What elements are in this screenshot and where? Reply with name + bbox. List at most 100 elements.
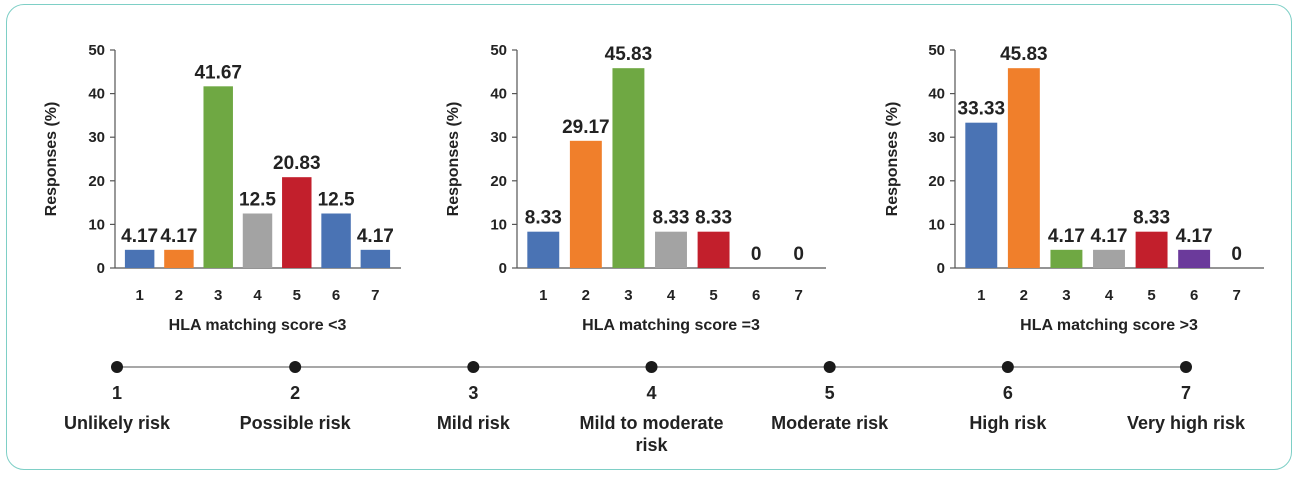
data-label: 20.83	[273, 153, 321, 174]
y-tick-label: 20	[490, 173, 507, 190]
bar	[282, 177, 312, 268]
data-label: 0	[1231, 244, 1242, 265]
data-label: 12.5	[318, 190, 355, 211]
y-tick-label: 40	[490, 86, 507, 103]
data-label: 4.17	[121, 226, 158, 247]
data-label: 8.33	[695, 208, 732, 229]
risk-scale-number: 6	[1003, 383, 1013, 403]
y-tick-label: 40	[88, 86, 105, 103]
risk-scale-dot	[1001, 361, 1014, 373]
bar	[321, 213, 351, 268]
y-tick-label: 10	[490, 216, 507, 233]
bar	[360, 249, 391, 268]
x-tick-label: 4	[253, 287, 262, 304]
bar	[569, 140, 602, 268]
bar	[1093, 249, 1125, 268]
risk-scale-label: Moderate risk	[771, 413, 889, 433]
x-tick-label: 1	[135, 287, 143, 304]
bar	[527, 231, 560, 268]
x-tick-label: 4	[667, 287, 676, 304]
y-tick-label: 50	[88, 42, 105, 59]
data-label: 41.67	[194, 62, 242, 83]
y-tick-label: 20	[928, 173, 945, 190]
x-tick-label: 6	[332, 287, 340, 304]
y-tick-label: 0	[499, 260, 507, 277]
data-label: 45.83	[1000, 44, 1048, 65]
bar	[124, 249, 155, 268]
bar	[164, 249, 194, 268]
risk-scale-dot	[823, 361, 836, 373]
risk-scale-label: Unlikely risk	[64, 413, 171, 433]
x-tick-label: 6	[752, 287, 760, 304]
y-tick-label: 0	[937, 260, 945, 277]
bar	[1007, 68, 1040, 268]
x-tick-label: 4	[1105, 287, 1114, 304]
risk-scale-label: risk	[635, 435, 668, 455]
risk-scale-number: 1	[112, 383, 122, 403]
x-tick-label: 3	[624, 287, 632, 304]
x-tick-label: 7	[1233, 287, 1241, 304]
risk-scale-number: 4	[646, 383, 656, 403]
data-label: 4.17	[1176, 226, 1213, 247]
y-tick-label: 20	[88, 173, 105, 190]
data-label: 4.17	[1091, 226, 1128, 247]
risk-scale-number: 3	[468, 383, 478, 403]
risk-scale-dot	[111, 361, 123, 373]
bar	[655, 231, 687, 268]
data-label: 8.33	[525, 208, 562, 229]
x-tick-label: 5	[1147, 287, 1155, 304]
x-axis-label: HLA matching score >3	[1020, 317, 1198, 334]
y-tick-label: 50	[928, 42, 945, 59]
bar	[203, 86, 233, 268]
data-label: 4.17	[160, 226, 197, 247]
x-tick-label: 1	[977, 287, 985, 304]
data-label: 4.17	[357, 226, 394, 247]
risk-scale-dot	[645, 361, 658, 373]
data-label: 45.83	[605, 44, 653, 65]
bar	[697, 231, 730, 268]
x-tick-label: 5	[293, 287, 301, 304]
y-axis-label: Responses (%)	[43, 102, 60, 217]
risk-scale-label: Very high risk	[1127, 413, 1246, 433]
risk-scale-label: Mild to moderate	[579, 413, 723, 433]
y-axis-label: Responses (%)	[445, 102, 462, 217]
data-label: 4.17	[1048, 226, 1085, 247]
y-tick-label: 40	[928, 86, 945, 103]
bar	[1178, 249, 1211, 268]
bar	[242, 213, 273, 268]
y-axis-label: Responses (%)	[884, 102, 901, 217]
x-tick-label: 6	[1190, 287, 1198, 304]
x-tick-label: 5	[709, 287, 717, 304]
y-tick-label: 0	[97, 260, 105, 277]
x-axis-label: HLA matching score <3	[169, 317, 347, 334]
x-tick-label: 1	[539, 287, 547, 304]
data-label: 12.5	[239, 190, 276, 211]
risk-scale-label: High risk	[969, 413, 1047, 433]
y-tick-label: 30	[88, 129, 105, 146]
y-tick-label: 30	[928, 129, 945, 146]
risk-scale-number: 7	[1181, 383, 1191, 403]
data-label: 8.33	[653, 208, 690, 229]
risk-scale-dot	[289, 361, 302, 373]
x-tick-label: 2	[1020, 287, 1028, 304]
data-label: 0	[751, 244, 762, 265]
data-label: 29.17	[562, 117, 610, 138]
x-tick-label: 7	[371, 287, 379, 304]
data-label: 33.33	[958, 99, 1006, 120]
x-tick-label: 2	[175, 287, 183, 304]
x-axis-label: HLA matching score =3	[582, 317, 760, 334]
risk-scale-dot	[467, 361, 480, 373]
risk-scale-number: 5	[825, 383, 835, 403]
risk-scale-label: Possible risk	[240, 413, 352, 433]
risk-scale-label: Mild risk	[437, 413, 511, 433]
x-tick-label: 7	[795, 287, 803, 304]
y-tick-label: 10	[928, 216, 945, 233]
x-tick-label: 3	[214, 287, 222, 304]
bar	[612, 68, 645, 268]
risk-scale: 1 Unlikely risk 2 Possible risk 3 Mild risk 4 M…	[64, 361, 1246, 455]
data-label: 0	[793, 244, 804, 265]
chart-1: 0 10 20 30 40 50 Responses (%) 4.17 1 4.17 2 41.67 3…	[43, 42, 401, 334]
